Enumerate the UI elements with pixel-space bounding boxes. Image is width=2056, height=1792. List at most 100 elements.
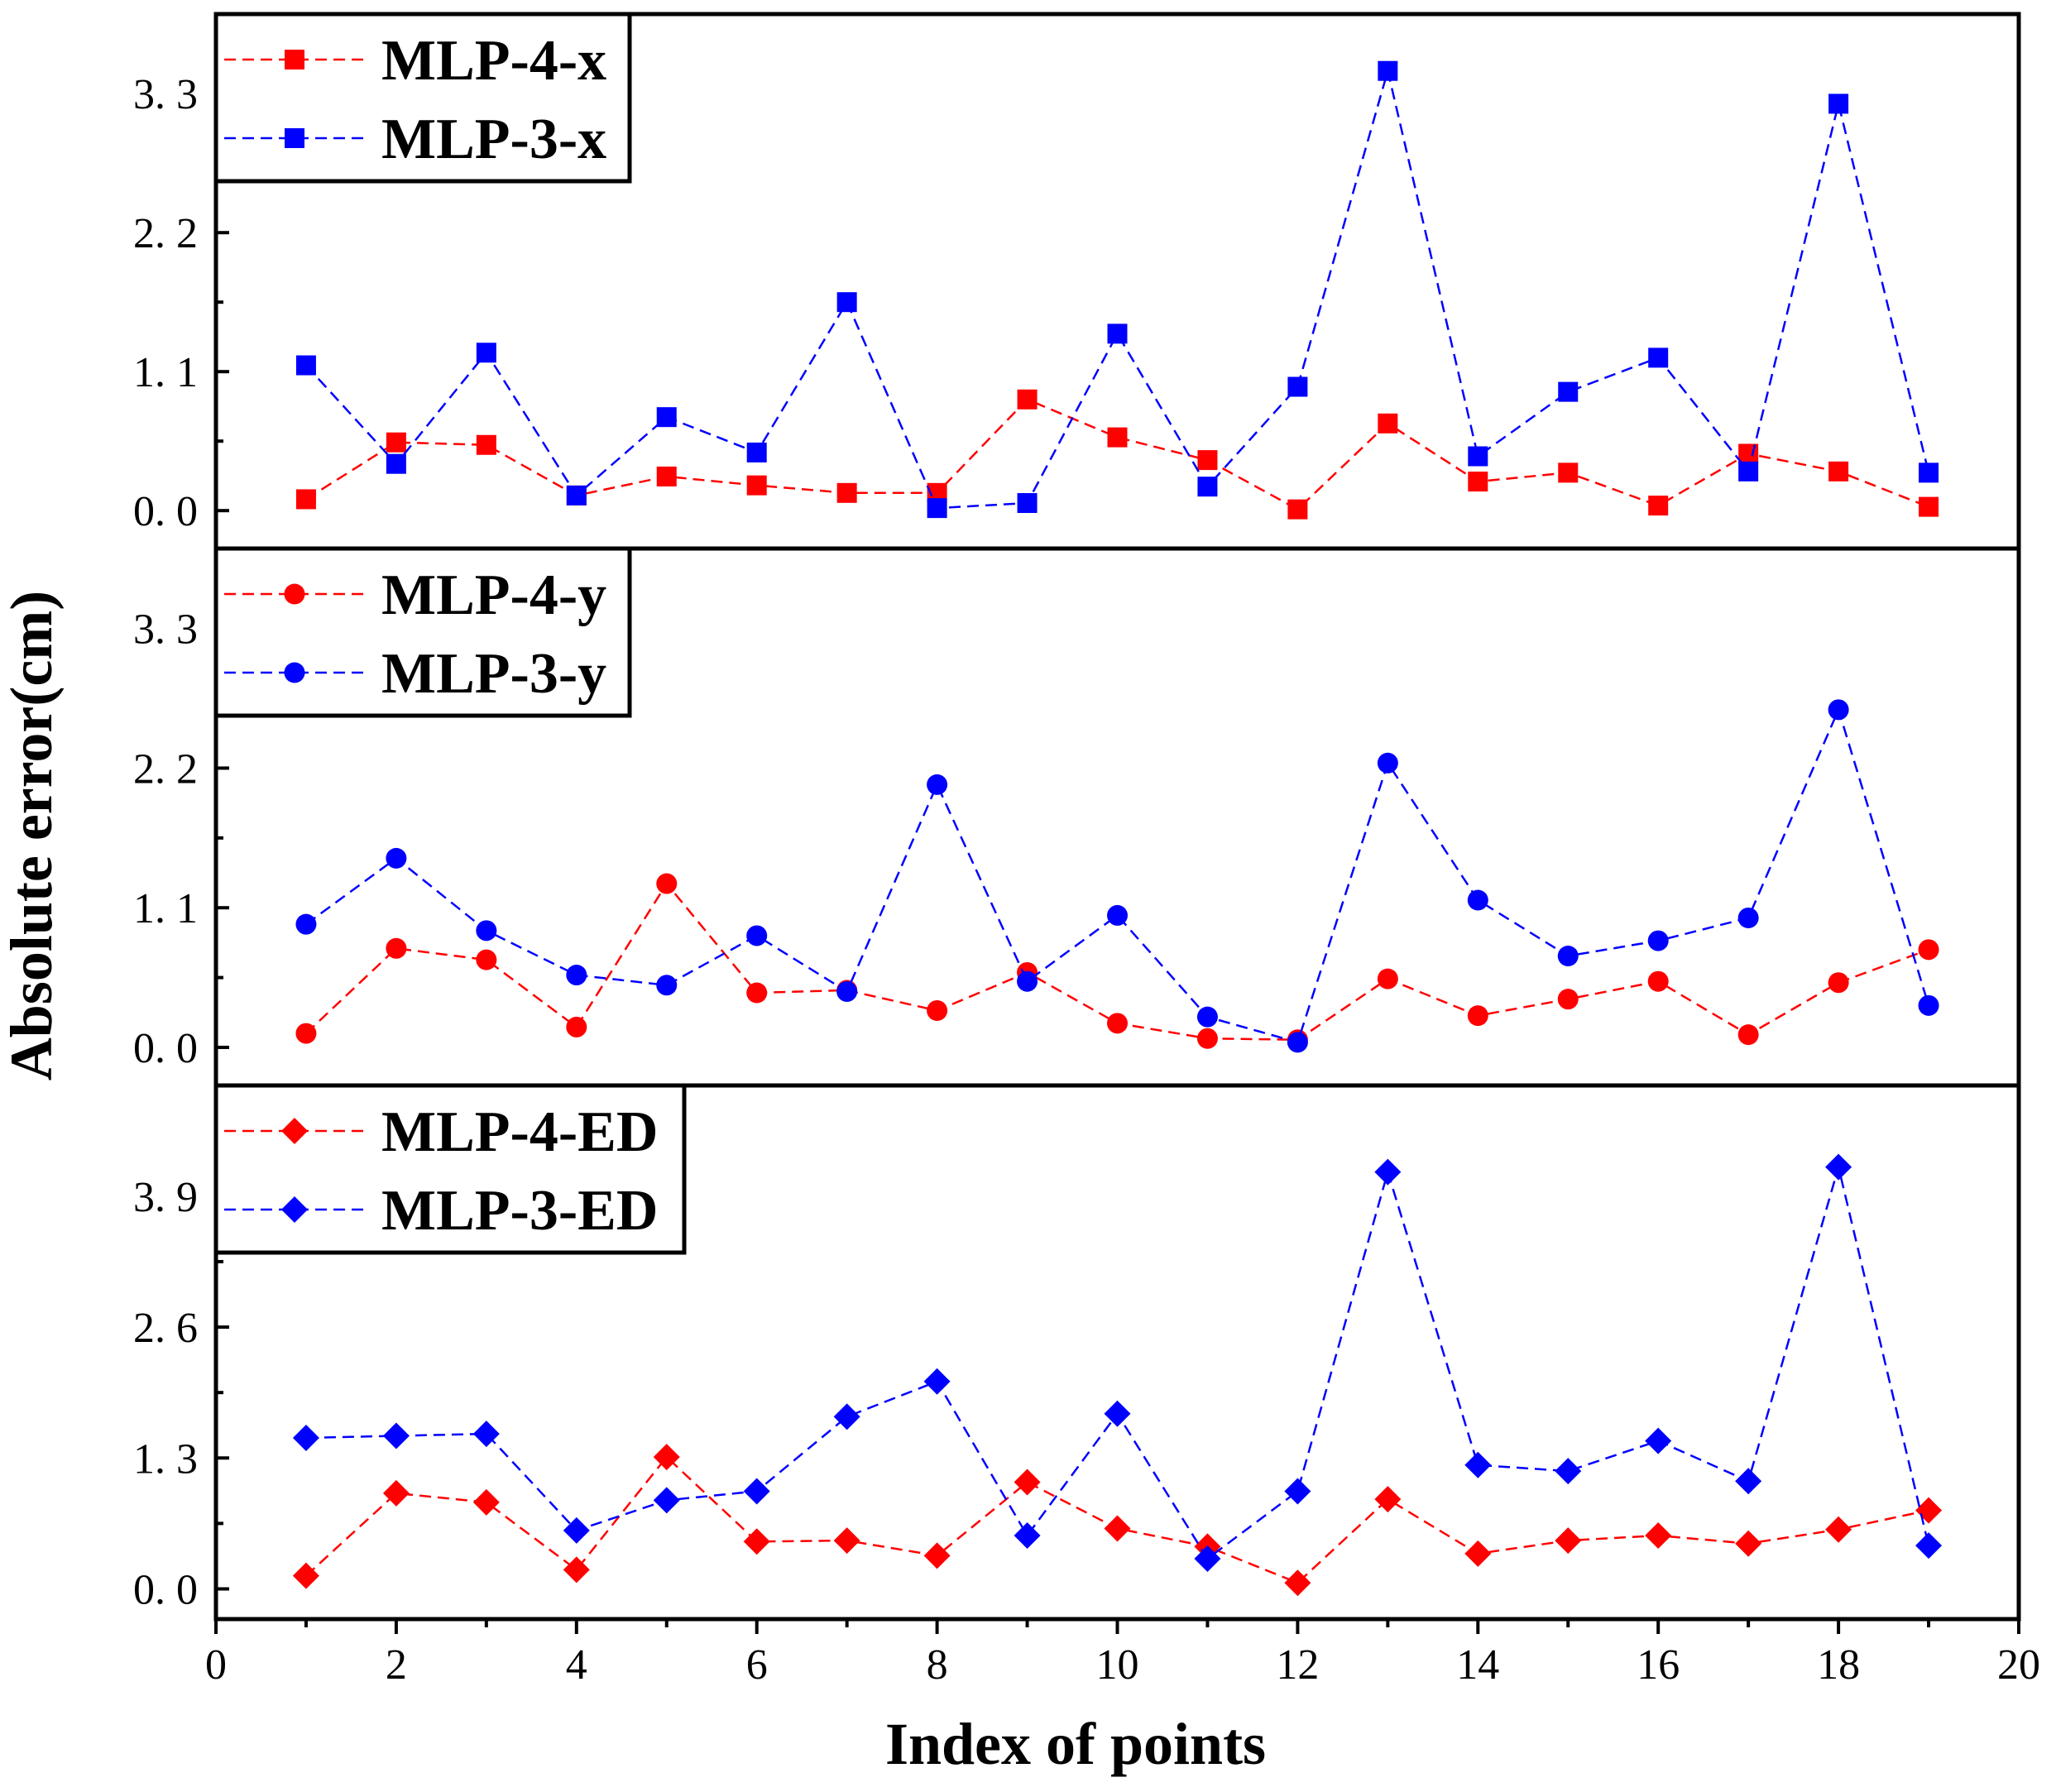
x-tick-label: 20 [1997, 1641, 2040, 1689]
data-point [1737, 1024, 1759, 1046]
data-point [1468, 446, 1488, 467]
data-point [292, 1562, 319, 1589]
panels-layer: 0. 0 1. 1 2. 2 3. 3 MLP-4-x MLP-3-x 0. 0 1. 1 2.… [133, 12, 2021, 1622]
x-tick-label: 14 [1456, 1641, 1499, 1689]
x-axis-title: Index of points [885, 1711, 1266, 1777]
data-point [295, 489, 316, 510]
legend-2: MLP-4-y MLP-3-y [213, 546, 632, 718]
data-point [927, 999, 948, 1021]
x-tick-label: 4 [566, 1641, 587, 1689]
data-point [1196, 1028, 1218, 1049]
data-point [1828, 93, 1849, 114]
x-tick-label: 16 [1637, 1641, 1680, 1689]
data-point [1825, 1153, 1852, 1181]
x-axis: 0 2 4 6 8 10 12 14 16 18 20 [205, 1619, 2040, 1689]
data-point [1107, 904, 1128, 926]
y-tick-label: 2. 2 [133, 745, 198, 793]
y-axis-title: Absolute error(cm) [0, 591, 65, 1080]
data-point [1557, 946, 1579, 967]
y-tick-label: 0. 0 [133, 1566, 198, 1613]
data-point [472, 1421, 500, 1448]
data-point [923, 1368, 951, 1395]
data-point [833, 1527, 860, 1555]
data-point [1918, 994, 1939, 1016]
x-tick-label: 12 [1276, 1641, 1319, 1689]
legend-label-MLP-4-y: MLP-4-y [381, 563, 606, 627]
legend-label-MLP-4-ED: MLP-4-ED [381, 1100, 658, 1164]
data-point [1467, 1005, 1488, 1027]
data-point [1735, 1530, 1762, 1557]
data-point [382, 1479, 410, 1507]
legend-marker [281, 1118, 308, 1144]
data-point [1107, 323, 1128, 344]
data-point [746, 982, 768, 1004]
data-point [746, 925, 768, 946]
data-point [1828, 972, 1849, 994]
data-point [1555, 1527, 1582, 1555]
data-point [927, 498, 947, 519]
data-point [1919, 462, 1939, 483]
data-point [1558, 462, 1579, 483]
y-tick-label: 3. 3 [133, 71, 198, 118]
legend-label-MLP-3-ED: MLP-3-ED [381, 1179, 658, 1243]
data-point [1104, 1515, 1131, 1542]
data-point [1737, 907, 1759, 928]
data-point [1464, 1540, 1492, 1567]
data-point [566, 485, 587, 505]
data-point [472, 1488, 500, 1516]
data-point [1194, 1545, 1221, 1572]
data-point [746, 442, 767, 462]
x-tick-label: 10 [1096, 1641, 1139, 1689]
data-point [295, 913, 317, 935]
y-tick-label: 3. 9 [133, 1174, 198, 1221]
data-point [1467, 889, 1488, 911]
data-point [563, 1516, 590, 1544]
panel-1: 0. 0 1. 1 2. 2 3. 3 MLP-4-x MLP-3-x [133, 12, 2021, 551]
data-point [1284, 1478, 1311, 1505]
y-tick-label: 0. 0 [133, 488, 198, 535]
data-point [1107, 427, 1128, 448]
x-tick-label: 8 [927, 1641, 948, 1689]
data-point [1374, 1486, 1402, 1513]
data-point [386, 937, 407, 959]
data-point [386, 847, 407, 869]
x-tick-label: 18 [1817, 1641, 1860, 1689]
data-point [382, 1422, 410, 1449]
data-point [1374, 1158, 1402, 1186]
data-point [1014, 1469, 1041, 1496]
data-point [836, 980, 858, 1002]
data-point [653, 1444, 680, 1471]
data-point [1107, 1013, 1128, 1034]
data-point [1017, 493, 1038, 514]
data-point [1197, 477, 1218, 497]
y-tick-label: 1. 1 [133, 885, 198, 932]
data-point [927, 774, 948, 795]
data-point [476, 343, 496, 363]
data-point [563, 1556, 590, 1584]
data-point [1648, 347, 1669, 368]
legend-label-MLP-3-y: MLP-3-y [381, 642, 606, 706]
data-point [1378, 413, 1398, 434]
data-point [1647, 970, 1669, 992]
data-point [923, 1542, 951, 1569]
data-point [1377, 752, 1398, 774]
data-point [656, 975, 678, 996]
data-point [1915, 1532, 1943, 1560]
data-point [1918, 939, 1939, 961]
y-tick-label: 1. 1 [133, 349, 198, 396]
data-point [1468, 472, 1488, 492]
data-point [1197, 450, 1218, 471]
series-line-MLP-4-x [305, 398, 1929, 511]
data-point [1647, 930, 1669, 951]
data-point [1645, 1521, 1672, 1549]
data-point [1287, 1032, 1308, 1053]
data-point [295, 355, 316, 376]
panel-2: 0. 0 1. 1 2. 2 3. 3 MLP-4-y MLP-3-y [133, 546, 2021, 1088]
data-point [746, 475, 767, 496]
data-point [743, 1528, 770, 1555]
data-point [1825, 1516, 1852, 1543]
data-point [476, 434, 496, 455]
legend-label-MLP-3-x: MLP-3-x [381, 108, 606, 171]
y-tick-label: 2. 2 [133, 210, 198, 257]
data-point [656, 407, 677, 428]
